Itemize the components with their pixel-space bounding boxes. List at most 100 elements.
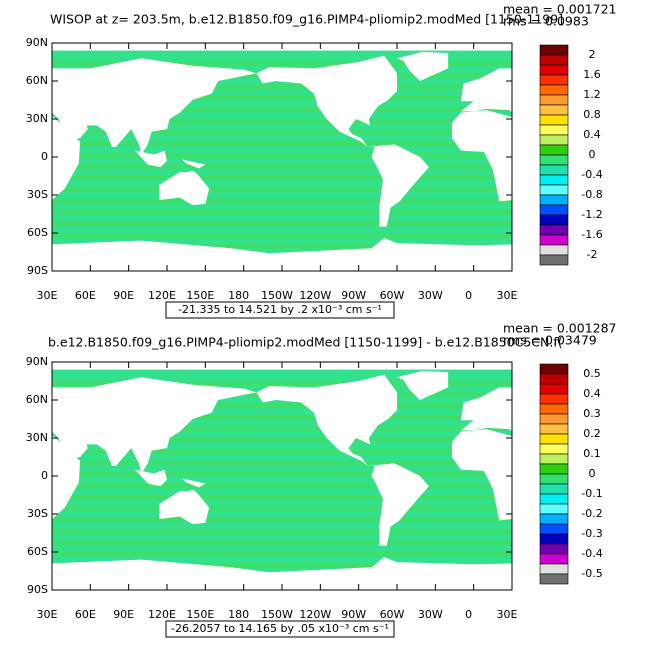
ocean-band	[52, 517, 512, 522]
x-tick-label: 30W	[418, 608, 443, 621]
land	[52, 238, 487, 271]
x-tick-label: 150W	[261, 289, 293, 302]
mean-label: mean = 0.001721	[503, 2, 617, 17]
land	[256, 374, 397, 466]
colorbar-box	[539, 563, 569, 575]
colorbar-box	[539, 54, 569, 66]
colorbar-label: -0.2	[581, 507, 602, 520]
map	[0, 50, 647, 271]
land	[460, 387, 512, 432]
colorbar-label: 0	[589, 467, 596, 480]
y-tick-label: 0	[41, 469, 48, 482]
colorbar-box	[539, 164, 569, 176]
colorbar-box	[539, 124, 569, 136]
colorbar-box	[539, 413, 569, 425]
rms-label: rms = 0.0983	[503, 14, 589, 29]
ocean-band	[52, 119, 512, 123]
ocean-band	[52, 164, 512, 169]
x-tick-label: 180	[228, 289, 249, 302]
x-tick-label: 90E	[113, 608, 134, 621]
land	[159, 170, 210, 206]
ocean-band	[52, 540, 512, 545]
range-box	[165, 301, 395, 319]
colorbar-box	[539, 104, 569, 116]
land	[595, 151, 627, 167]
x-tick-label: 30E	[497, 289, 518, 302]
colorbar-box	[539, 573, 569, 585]
ocean-band	[52, 233, 512, 237]
colorbar-box	[539, 114, 569, 126]
land	[182, 478, 206, 488]
land	[159, 489, 210, 525]
land	[0, 238, 26, 271]
land	[52, 117, 81, 201]
x-tick-label: 30E	[497, 608, 518, 621]
y-tick-label: 90S	[27, 264, 48, 277]
land	[642, 479, 647, 488]
x-tick-label: 60W	[380, 289, 405, 302]
land	[0, 557, 26, 590]
y-tick-label: 30S	[27, 507, 48, 520]
colorbar-box	[539, 234, 569, 246]
colorbar-box	[539, 503, 569, 515]
x-tick-label: 90E	[113, 289, 134, 302]
ocean-band	[52, 460, 512, 465]
x-tick-label: 120E	[148, 608, 176, 621]
colorbar-label: -2	[587, 248, 598, 261]
map-panel: 90N 60N 30N 0 30S 60S 90S 30E 60E 90E 120E 150E 180 1…	[0, 2, 647, 319]
ocean-band	[52, 506, 512, 511]
colorbar-label: -0.3	[581, 527, 602, 540]
colorbar-box	[539, 244, 569, 256]
land	[52, 377, 257, 474]
colorbar-box	[539, 74, 569, 86]
x-tick-label: 60E	[75, 289, 96, 302]
range-label: -26.2057 to 14.165 by .05 x10⁻³ cm s⁻¹	[171, 622, 389, 635]
land	[52, 557, 487, 590]
colorbar-box	[539, 403, 569, 415]
ocean-band	[52, 563, 512, 568]
ocean-band	[52, 472, 512, 477]
ocean-band	[52, 107, 512, 112]
land	[367, 144, 429, 227]
ocean-band	[52, 426, 512, 431]
land	[460, 68, 512, 113]
land	[595, 470, 627, 486]
land	[182, 159, 206, 169]
colorbar-box	[539, 553, 569, 565]
ocean-band	[52, 198, 512, 203]
x-tick-label: 60E	[75, 608, 96, 621]
colorbar-box	[539, 154, 569, 166]
panel-title: WISOP at z= 203.5m, b.e12.B1850.f09_g16.…	[50, 12, 563, 27]
y-tick-label: 30S	[27, 188, 48, 201]
ocean-band	[52, 449, 512, 454]
colorbar-box	[539, 84, 569, 96]
colorbar-label: -0.8	[581, 188, 602, 201]
land	[460, 563, 512, 590]
ocean-band	[52, 141, 512, 146]
colorbar-label: -0.5	[581, 567, 602, 580]
ocean-band	[52, 381, 512, 385]
colorbar-label: -0.4	[581, 547, 602, 560]
land	[397, 370, 449, 400]
ocean-band	[52, 483, 512, 488]
map-panel: 90N 60N 30N 0 30S 60S 90S 30E 60E 90E 120E 150E 180 1…	[0, 321, 647, 638]
colorbar-label: 0.3	[583, 407, 601, 420]
colorbar-box	[539, 443, 569, 455]
x-tick-label: 30W	[418, 289, 443, 302]
colorbar-box	[539, 363, 569, 375]
x-tick-label: 30E	[37, 608, 58, 621]
land	[642, 160, 647, 169]
ocean-band	[52, 438, 512, 442]
x-tick-label: 60W	[380, 608, 405, 621]
land	[256, 55, 397, 147]
colorbar-label: 1.2	[583, 88, 601, 101]
colorbar-box	[539, 453, 569, 465]
land	[135, 150, 167, 168]
land	[451, 429, 512, 521]
land	[451, 110, 512, 202]
x-tick-label: 150E	[186, 608, 214, 621]
colorbar-box	[539, 204, 569, 216]
colorbar-box	[539, 214, 569, 226]
colorbar-box	[539, 543, 569, 555]
